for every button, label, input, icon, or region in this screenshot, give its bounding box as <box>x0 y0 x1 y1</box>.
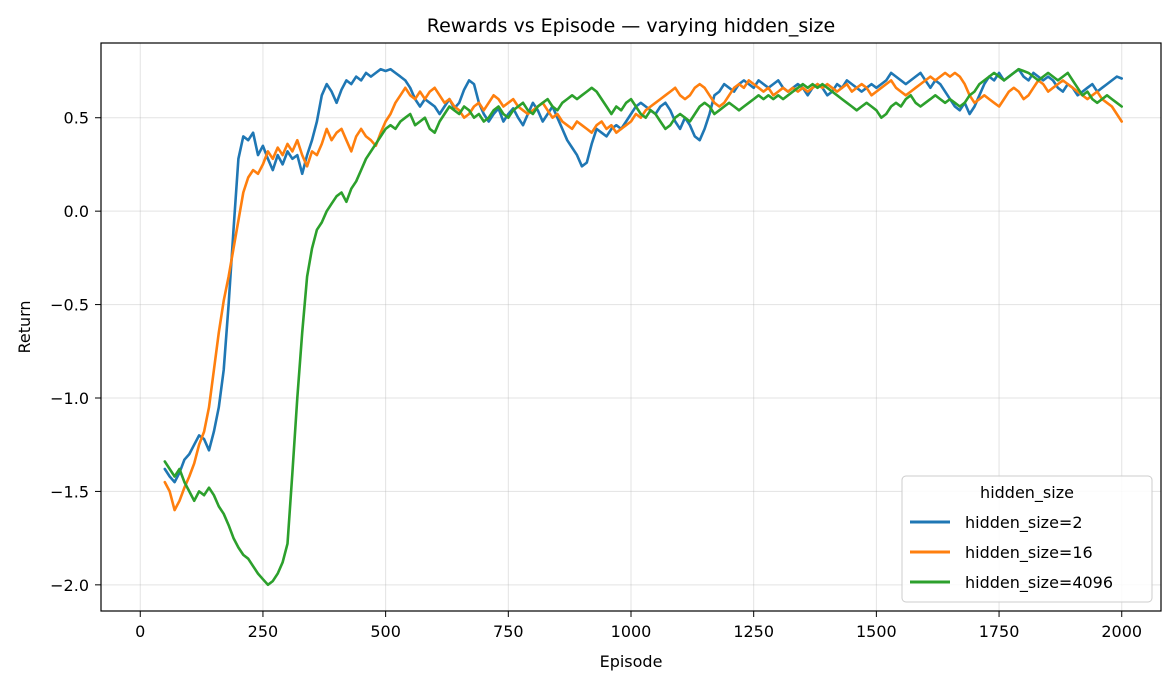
x-tick-label: 1250 <box>733 622 774 641</box>
y-tick-label: −0.5 <box>50 296 89 315</box>
x-tick-label: 750 <box>493 622 524 641</box>
legend-title: hidden_size <box>980 483 1074 503</box>
y-tick-label: 0.5 <box>64 109 89 128</box>
y-tick-label: 0.0 <box>64 202 89 221</box>
y-tick-label: −2.0 <box>50 576 89 595</box>
x-tick-label: 250 <box>248 622 279 641</box>
x-tick-label: 2000 <box>1101 622 1142 641</box>
legend-label-2: hidden_size=4096 <box>965 573 1113 593</box>
series-line-2 <box>163 67 1123 587</box>
chart-title: Rewards vs Episode — varying hidden_size <box>427 15 835 37</box>
legend-label-1: hidden_size=16 <box>965 543 1093 563</box>
x-tick-label: 1750 <box>979 622 1020 641</box>
y-tick-label: −1.5 <box>50 482 89 501</box>
y-axis-label: Return <box>15 300 34 353</box>
x-tick-label: 0 <box>135 622 145 641</box>
legend-label-0: hidden_size=2 <box>965 513 1083 533</box>
y-tick-label: −1.0 <box>50 389 89 408</box>
series-line-0 <box>163 67 1123 484</box>
x-tick-label: 500 <box>370 622 401 641</box>
legend-box <box>901 475 1153 603</box>
x-axis: 0 250 500 750 1000 1250 1500 1750 2000 <box>135 611 1142 641</box>
y-axis: −2.0 −1.5 −1.0 −0.5 0.0 0.5 <box>50 109 101 595</box>
x-tick-label: 1000 <box>611 622 652 641</box>
series-lines <box>163 67 1123 587</box>
series-line-1 <box>163 71 1123 512</box>
x-axis-label: Episode <box>600 652 663 671</box>
legend: hidden_size hidden_size=2 hidden_size=16… <box>901 475 1153 603</box>
x-tick-label: 1500 <box>856 622 897 641</box>
